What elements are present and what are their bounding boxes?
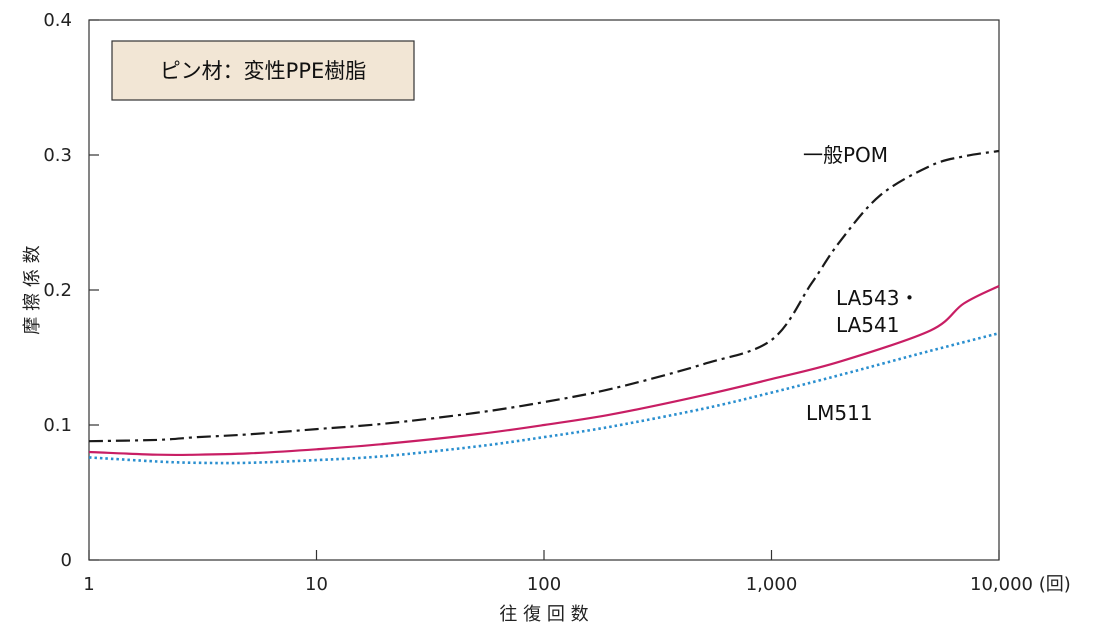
y-tick-label: 0.4 bbox=[43, 10, 72, 31]
material-note-box: ピン材：変性PPE樹脂 bbox=[111, 40, 415, 101]
x-tick-label: 1 bbox=[83, 574, 94, 595]
series-line-0 bbox=[88, 149, 1000, 443]
y-tick-label: 0.2 bbox=[43, 280, 72, 301]
y-tick-label: 0 bbox=[61, 550, 72, 571]
x-axis-title: 往 復 回 数 bbox=[499, 604, 588, 625]
x-tick-label: 1,000 bbox=[746, 574, 798, 595]
x-tick-label: 100 bbox=[527, 574, 561, 595]
y-axis: 0 0.1 0.2 0.3 0.4 bbox=[43, 10, 99, 571]
y-tick-label: 0.1 bbox=[43, 415, 72, 436]
series-label-lm511: LM511 bbox=[806, 401, 873, 425]
series-label-la-line2: LA541 bbox=[836, 313, 899, 337]
series-label-la-line1: LA543・ bbox=[836, 286, 919, 310]
x-tick-label: 10,000 (回) bbox=[970, 574, 1071, 595]
material-note-background bbox=[111, 40, 415, 101]
material-note: ピン材：変性PPE樹脂 bbox=[160, 59, 367, 83]
series-label-pom: 一般POM bbox=[803, 143, 888, 167]
y-tick-label: 0.3 bbox=[43, 145, 72, 166]
series-line-1 bbox=[88, 285, 1000, 457]
y-axis-title: 摩 擦 係 数 bbox=[22, 245, 43, 334]
x-tick-label: 10 bbox=[305, 574, 328, 595]
x-axis: 1 10 100 1,000 10,000 (回) bbox=[83, 550, 1071, 595]
series-line-2 bbox=[88, 331, 1000, 465]
series-lines bbox=[88, 149, 1000, 465]
